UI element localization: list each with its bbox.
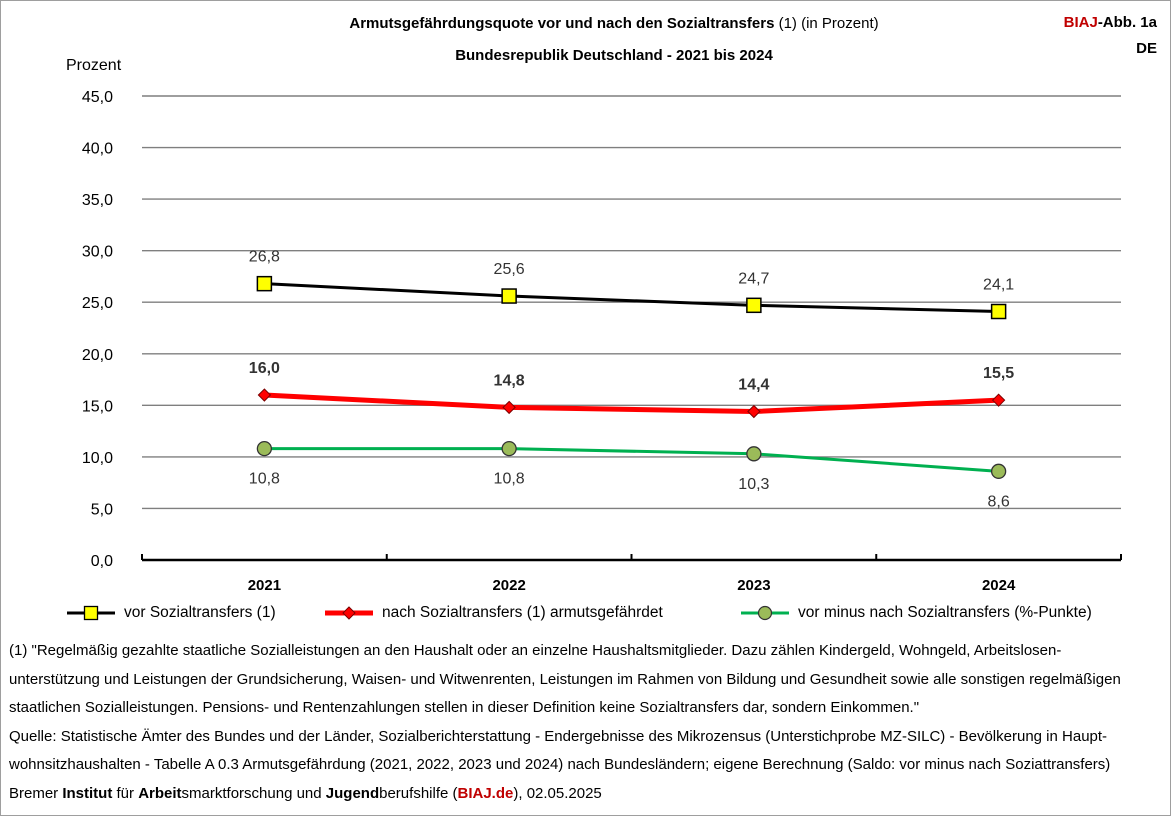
series-line-0	[264, 282, 999, 314]
y-axis-label: Prozent	[66, 57, 122, 74]
data-point-square	[256, 275, 273, 292]
y-tick-label: 15,0	[82, 398, 113, 415]
data-label: 16,0	[249, 360, 280, 377]
footnote-line: staatlichen Sozialleistungen. Pensions- …	[9, 699, 920, 717]
data-label: 25,6	[494, 261, 525, 278]
chart-title-main: Armutsgefährdungsquote vor und nach den …	[349, 15, 775, 32]
data-point-diamond	[502, 400, 516, 415]
legend-label-nach: nach Sozialtransfers (1) armutsgefährdet	[382, 604, 663, 621]
data-label: 10,8	[494, 471, 525, 488]
chart-title: Armutsgefährdungsquote vor und nach den …	[0, 15, 1171, 32]
data-point-diamond	[991, 393, 1006, 407]
data-point-circle	[746, 446, 762, 462]
x-tick-label: 2021	[248, 577, 281, 594]
chart-subtitle: Bundesrepublik Deutschland - 2021 bis 20…	[455, 47, 773, 64]
y-tick-label: 25,0	[82, 295, 113, 312]
source-line: wohnsitzhaushalten - Tabelle A 0.3 Armut…	[9, 756, 1111, 774]
footnotes: (1) "Regelmäßig gezahlte staatliche Sozi…	[9, 637, 1169, 809]
legend-line-circle-icon	[741, 605, 789, 621]
credit-line: Bremer Institut für Arbeitsmarktforschun…	[9, 784, 602, 802]
data-point-diamond	[747, 404, 761, 419]
badge-suffix: -Abb. 1a	[1097, 14, 1157, 31]
legend-label-differenz: vor minus nach Sozialtransfers (%-Punkte…	[798, 604, 1092, 621]
x-tick-label: 2022	[492, 577, 525, 594]
data-point-square	[746, 297, 762, 314]
x-tick-label: 2023	[737, 577, 770, 594]
data-label: 14,8	[494, 372, 525, 389]
data-point-circle	[990, 463, 1007, 479]
chart-legend: vor Sozialtransfers (1) nach Sozialtrans…	[0, 603, 1171, 629]
data-point-diamond	[257, 388, 272, 402]
data-label: 15,5	[983, 365, 1014, 382]
y-tick-label: 40,0	[82, 141, 113, 158]
line-chart: 0,0 5,0 10,0 15,0 20,0 25,0 30,0 35,0 40,0 45,0 20…	[82, 89, 1122, 594]
data-label: 24,7	[738, 270, 769, 287]
y-tick-label: 30,0	[82, 244, 113, 261]
legend-label-vor: vor Sozialtransfers (1)	[124, 604, 276, 621]
data-label: 10,8	[249, 471, 280, 488]
chart-title-note: (1) (in Prozent)	[778, 15, 879, 32]
data-point-square	[990, 303, 1007, 320]
data-label: 24,1	[983, 277, 1014, 294]
legend-item-vor: vor Sozialtransfers (1)	[66, 603, 276, 623]
legend-item-nach: nach Sozialtransfers (1) armutsgefährdet	[324, 603, 663, 623]
y-tick-label: 20,0	[82, 347, 113, 364]
y-tick-label: 0,0	[91, 553, 113, 570]
data-point-square	[501, 288, 517, 304]
y-tick-label: 45,0	[82, 89, 113, 106]
data-point-circle	[256, 440, 273, 457]
data-point-circle	[501, 440, 517, 457]
legend-line-diamond-icon	[325, 606, 373, 620]
series-line-2	[264, 447, 999, 473]
data-label: 26,8	[249, 249, 280, 266]
badge-region: DE	[1136, 40, 1157, 57]
series-line-1	[264, 392, 999, 415]
y-tick-label: 10,0	[82, 450, 113, 467]
x-tick-label: 2024	[982, 577, 1016, 594]
y-tick-label: 35,0	[82, 192, 113, 209]
legend-item-differenz: vor minus nach Sozialtransfers (%-Punkte…	[740, 603, 1092, 623]
footnote-line: (1) "Regelmäßig gezahlte staatliche Sozi…	[9, 642, 1062, 659]
figure-badge: BIAJ-Abb. 1a DE	[1064, 10, 1157, 62]
biaj-link[interactable]: BIAJ.de	[457, 784, 514, 802]
footnote-line: unterstützung und Leistungen der Grundsi…	[9, 670, 1121, 688]
badge-brand: BIAJ	[1063, 14, 1098, 31]
source-line: Quelle: Statistische Ämter des Bundes un…	[9, 727, 1108, 745]
legend-line-square-icon	[67, 605, 115, 621]
data-label: 10,3	[738, 476, 769, 493]
y-tick-label: 5,0	[91, 501, 113, 518]
data-label: 14,4	[738, 377, 769, 394]
data-label: 8,6	[988, 493, 1010, 510]
